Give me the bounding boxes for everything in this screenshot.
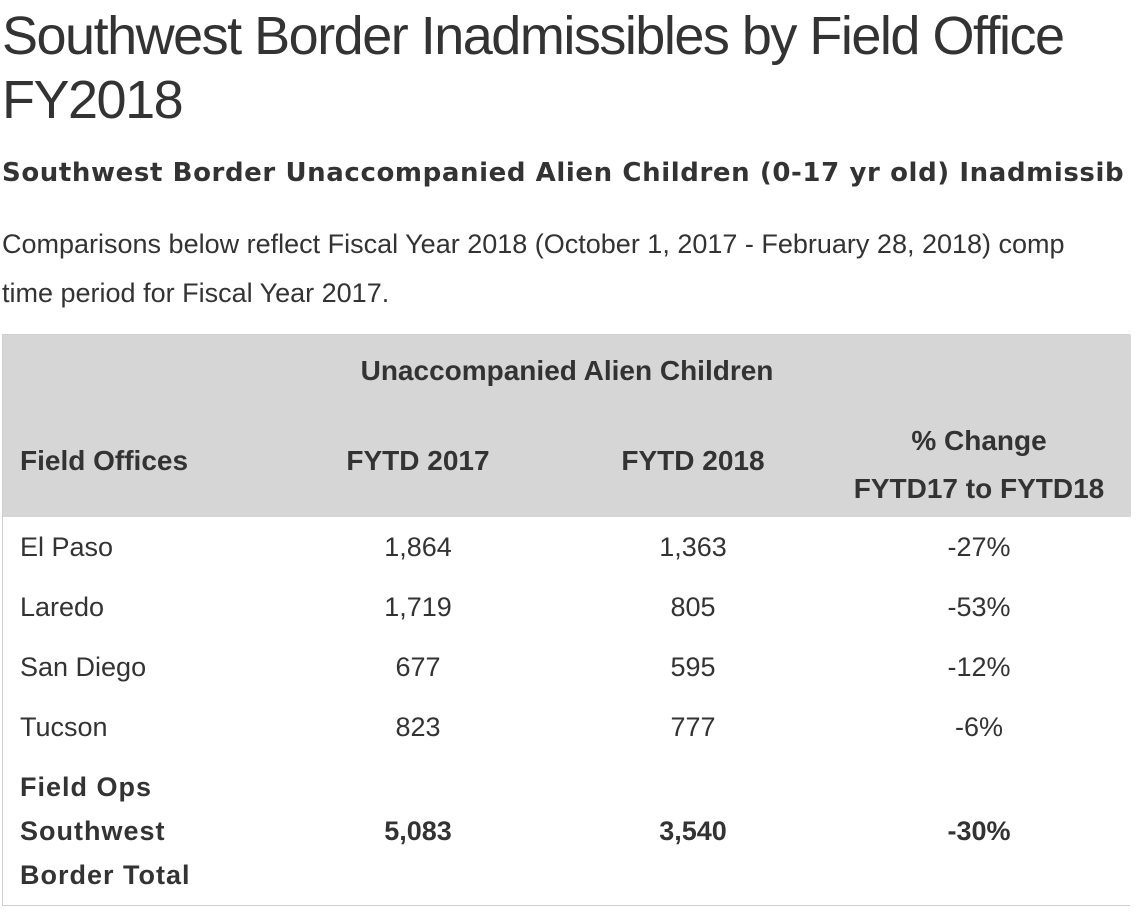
column-header-percent-change: % Change FYTD17 to FYTD18 <box>829 417 1129 513</box>
percent-change-value: -27% <box>947 532 1011 562</box>
table-row: Tucson 823 777 -6% <box>3 697 1131 757</box>
total-row-label-line-2: Southwest <box>20 816 166 846</box>
section-subtitle: Southwest Border Unaccompanied Alien Chi… <box>2 158 1125 188</box>
table-row: Laredo 1,719 805 -53% <box>3 577 1131 637</box>
fytd-2018-value: 1,363 <box>659 532 727 562</box>
column-header-field-offices: Field Offices <box>20 445 189 476</box>
uac-table: Unaccompanied Alien Children Field Offic… <box>2 334 1131 906</box>
table-row: San Diego 677 595 -12% <box>3 637 1131 697</box>
table-header: Unaccompanied Alien Children Field Offic… <box>3 335 1131 517</box>
fytd-2017-value: 677 <box>395 652 441 682</box>
field-office-name: El Paso <box>20 532 114 562</box>
percent-change-value: -53% <box>947 592 1011 622</box>
fytd-2018-value: 777 <box>670 712 716 742</box>
intro-line-2: time period for Fiscal Year 2017. <box>2 278 390 308</box>
total-row-label-line-3: Border Total <box>20 860 191 890</box>
page-title-line-1: Southwest Border Inadmissibles by Field … <box>2 6 1065 66</box>
total-fytd-2018-value: 3,540 <box>659 816 727 846</box>
page-title-line-2: FY2018 <box>2 70 184 130</box>
column-header-fytd-2017: FYTD 2017 <box>346 445 490 476</box>
total-row-label: Field Ops Southwest Border Total <box>20 765 191 897</box>
percent-change-value: -6% <box>954 712 1003 742</box>
table-row: El Paso 1,864 1,363 -27% <box>3 517 1131 577</box>
fytd-2018-value: 595 <box>670 652 716 682</box>
column-header-fytd-2018: FYTD 2018 <box>621 445 765 476</box>
fytd-2017-value: 1,719 <box>384 592 452 622</box>
percent-change-value: -12% <box>947 652 1011 682</box>
group-header: Unaccompanied Alien Children <box>360 355 774 386</box>
fytd-2017-value: 823 <box>395 712 441 742</box>
column-header-percent-change-line-2: FYTD17 to FYTD18 <box>853 473 1105 504</box>
total-row-label-line-1: Field Ops <box>20 772 153 802</box>
table-total-row: Field Ops Southwest Border Total 5,083 3… <box>3 765 1131 901</box>
intro-paragraph: Comparisons below reflect Fiscal Year 20… <box>2 220 1065 318</box>
total-percent-change-value: -30% <box>947 816 1011 846</box>
intro-line-1: Comparisons below reflect Fiscal Year 20… <box>2 229 1065 259</box>
fytd-2017-value: 1,864 <box>384 532 452 562</box>
column-header-percent-change-line-1: % Change <box>911 425 1047 456</box>
field-office-name: Tucson <box>20 712 108 742</box>
total-fytd-2017-value: 5,083 <box>384 816 452 846</box>
field-office-name: Laredo <box>20 592 105 622</box>
field-office-name: San Diego <box>20 652 147 682</box>
page-title: Southwest Border Inadmissibles by Field … <box>2 4 1138 132</box>
fytd-2018-value: 805 <box>670 592 716 622</box>
